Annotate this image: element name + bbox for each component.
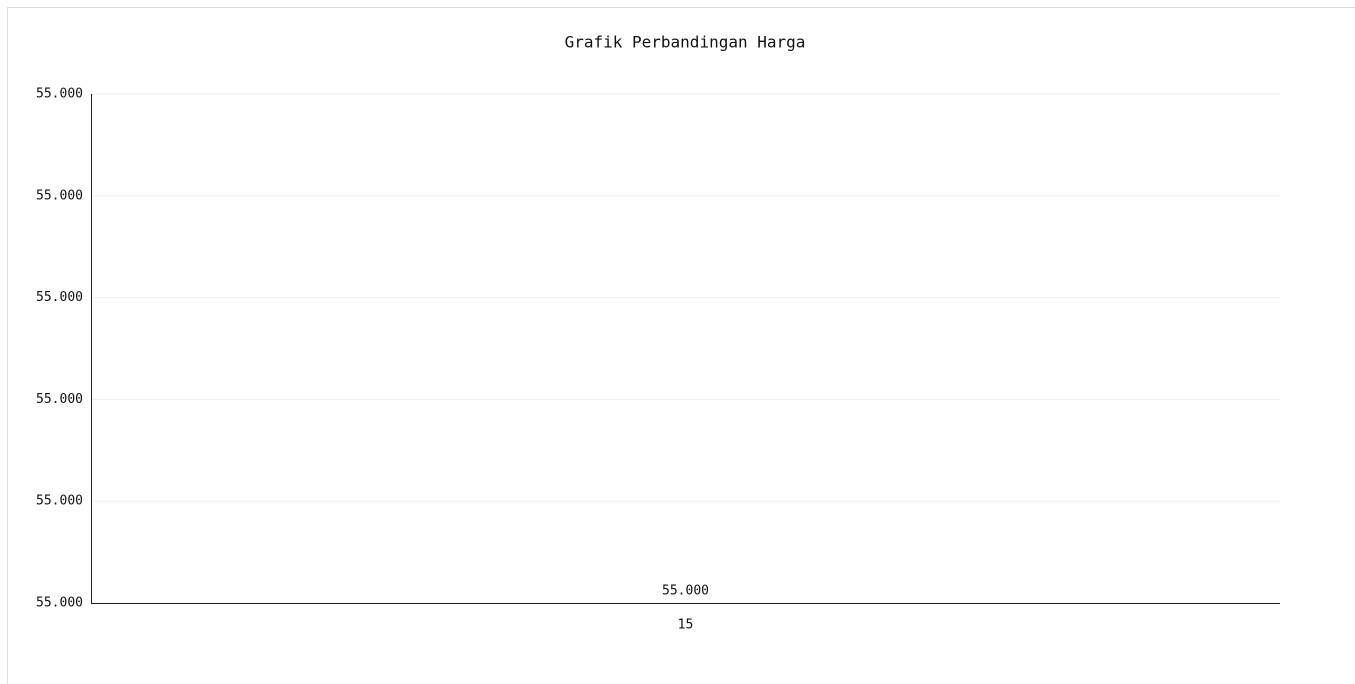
data-label: 55.000	[662, 584, 709, 599]
chart-frame	[7, 7, 1355, 684]
y-tick-label: 55.000	[36, 392, 83, 407]
y-tick-label: 55.000	[36, 494, 83, 509]
chart-title: Grafik Perbandingan Harga	[565, 33, 806, 52]
y-tick-label: 55.000	[36, 188, 83, 203]
x-tick-label: 15	[678, 618, 694, 633]
y-tick-label: 55.000	[36, 290, 83, 305]
y-tick-label: 55.000	[36, 87, 83, 102]
y-tick-label: 55.000	[36, 596, 83, 611]
